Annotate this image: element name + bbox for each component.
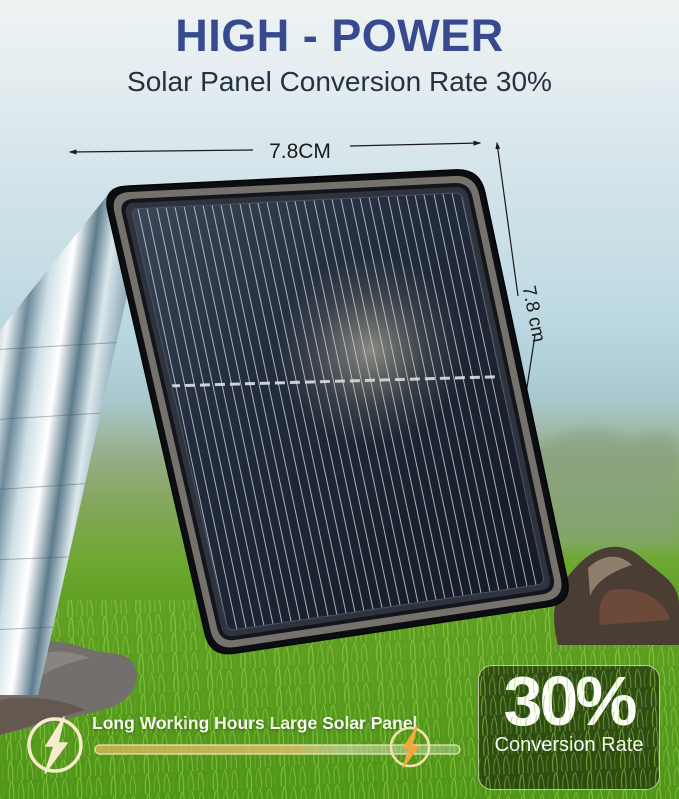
svg-text:7.8CM: 7.8CM [269, 140, 331, 163]
svg-text:7.8 cm: 7.8 cm [518, 284, 549, 344]
